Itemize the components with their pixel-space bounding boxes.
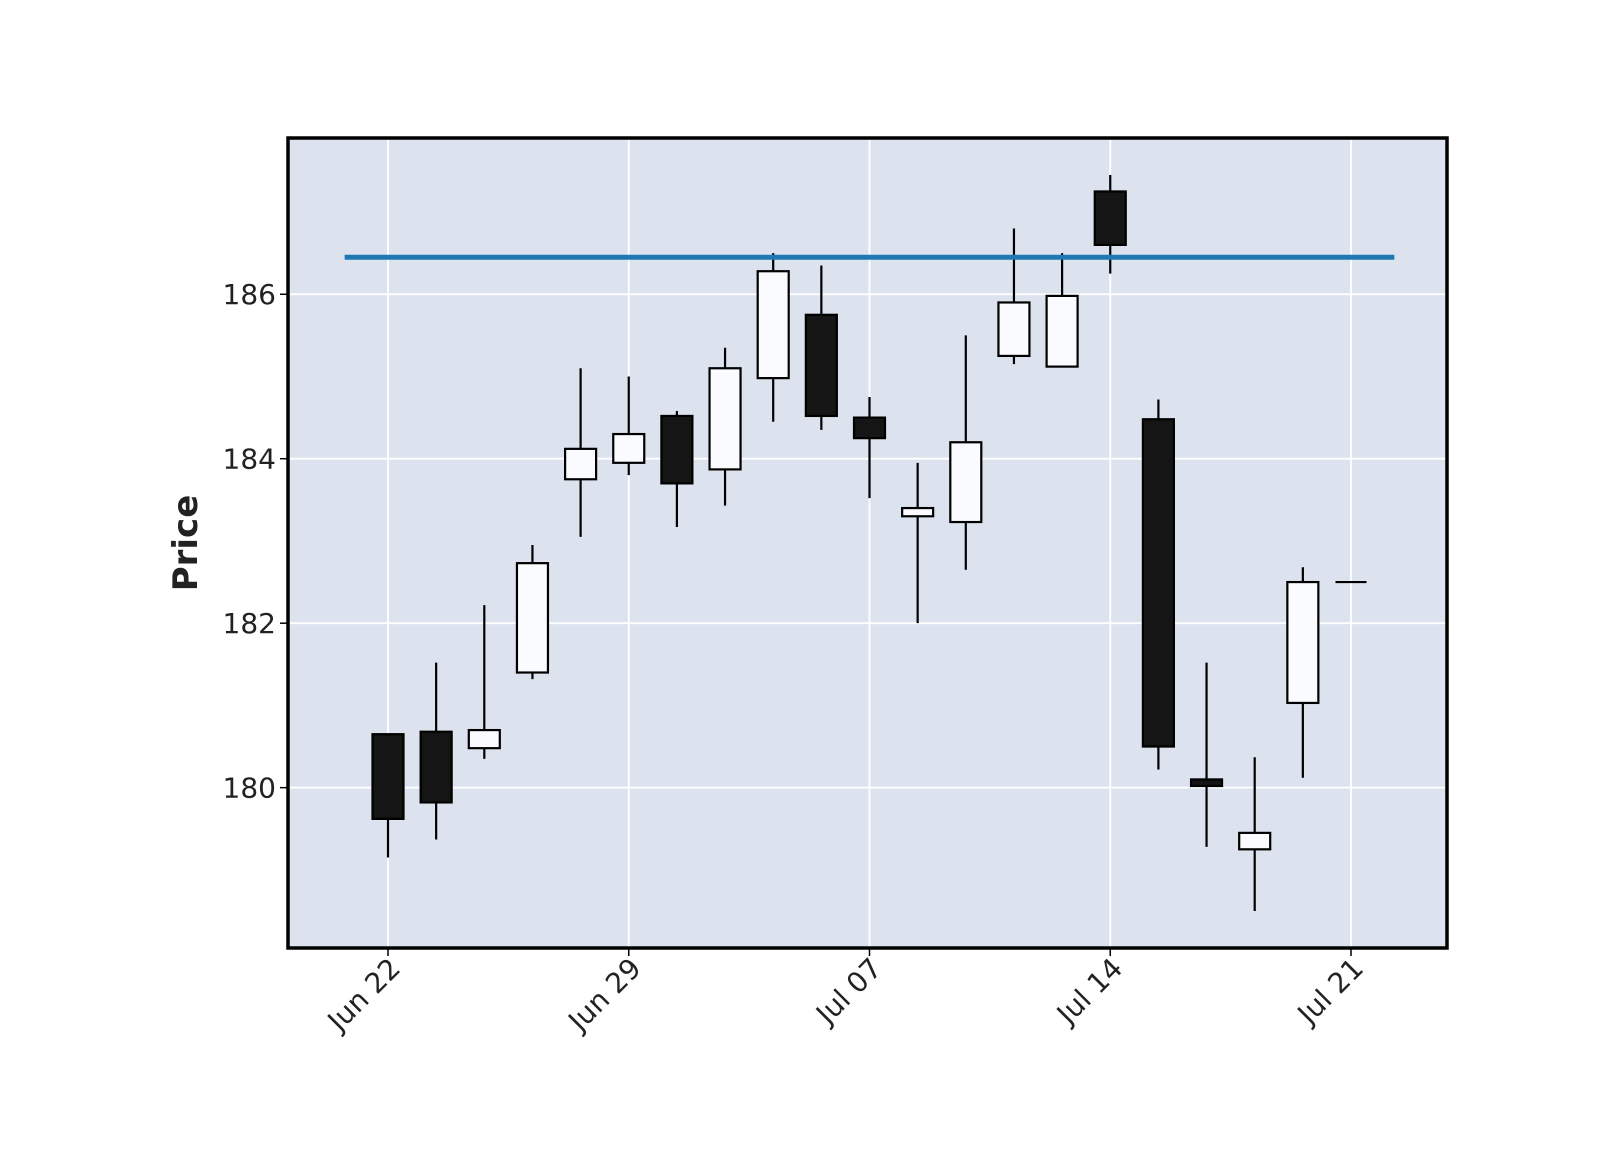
- candle: [1189, 662, 1224, 847]
- candle-body: [467, 728, 501, 750]
- x-tick-label: Jun 29: [561, 952, 648, 1039]
- candle-body: [1286, 580, 1320, 705]
- candle: [852, 397, 887, 499]
- candle: [901, 462, 935, 624]
- candle: [708, 347, 742, 506]
- y-tick-label: 180: [223, 772, 276, 805]
- candle-body: [997, 301, 1031, 358]
- candle-body: [515, 562, 550, 674]
- y-axis-ticks: 180 182 184 186: [223, 278, 288, 805]
- y-tick-label: 186: [223, 278, 276, 311]
- candle-body: [949, 441, 983, 524]
- candle: [563, 368, 598, 537]
- y-axis-title: Price: [166, 495, 206, 592]
- x-tick-label: Jul 14: [1049, 952, 1129, 1032]
- candle-body: [708, 367, 742, 471]
- x-axis-ticks: Jun 22 Jun 29 Jul 07 Jul 14 Jul 21: [320, 948, 1370, 1039]
- y-tick-label: 184: [223, 443, 276, 476]
- candle: [1045, 253, 1079, 368]
- candle: [515, 545, 550, 680]
- candle: [419, 662, 453, 840]
- candle-body: [371, 733, 405, 820]
- candle-body: [660, 414, 694, 485]
- candle-body: [1093, 190, 1127, 247]
- x-tick-label: Jul 07: [808, 952, 888, 1032]
- candle-body: [852, 416, 887, 440]
- x-tick-label: Jul 21: [1290, 952, 1370, 1032]
- candle-body: [612, 432, 646, 464]
- y-tick-label: 182: [223, 607, 276, 640]
- candle: [371, 733, 405, 858]
- candle-body: [1238, 831, 1272, 851]
- candle-body: [804, 313, 838, 418]
- candle: [804, 265, 838, 430]
- candle-body: [1045, 294, 1079, 368]
- candle: [467, 605, 501, 759]
- candle-body: [563, 447, 598, 481]
- candle: [756, 253, 790, 422]
- candle: [612, 376, 646, 476]
- candle-body: [756, 270, 790, 380]
- candle-body: [901, 506, 935, 518]
- candles: [371, 175, 1367, 911]
- candle: [1141, 399, 1176, 770]
- candle: [997, 228, 1031, 365]
- candle: [1238, 757, 1272, 911]
- candle-body: [419, 730, 453, 804]
- x-tick-label: Jun 22: [320, 952, 407, 1039]
- candle: [949, 335, 983, 570]
- candle-body: [1189, 778, 1224, 788]
- candle-body: [1141, 418, 1176, 748]
- plot-frame: [286, 136, 1449, 950]
- candle: [660, 411, 694, 527]
- candle: [1286, 567, 1320, 778]
